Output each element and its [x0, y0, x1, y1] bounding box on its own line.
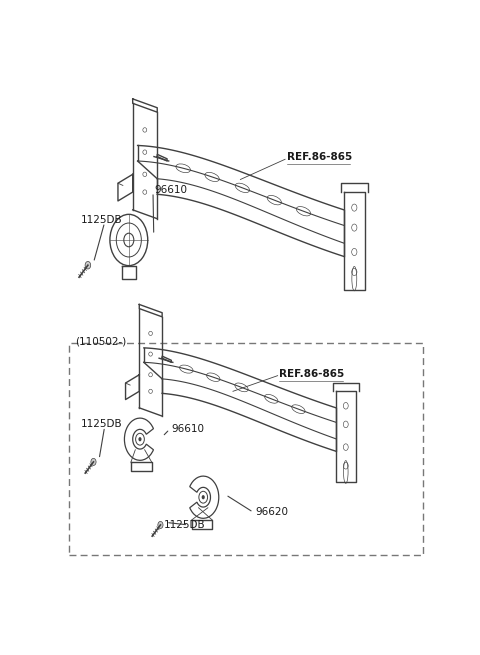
Circle shape [202, 495, 205, 499]
Text: 96610: 96610 [172, 424, 204, 434]
Text: 96610: 96610 [155, 185, 188, 195]
Text: 1125DB: 1125DB [164, 520, 206, 530]
Text: 1125DB: 1125DB [81, 419, 122, 429]
Circle shape [158, 521, 163, 529]
Circle shape [91, 458, 96, 466]
Circle shape [85, 261, 91, 269]
Text: 96620: 96620 [255, 508, 288, 517]
Text: 1125DB: 1125DB [81, 215, 122, 225]
Text: REF.86-865: REF.86-865 [279, 369, 345, 379]
Text: REF.86-865: REF.86-865 [287, 152, 352, 162]
Circle shape [138, 437, 142, 441]
Text: (110502-): (110502-) [75, 337, 126, 347]
